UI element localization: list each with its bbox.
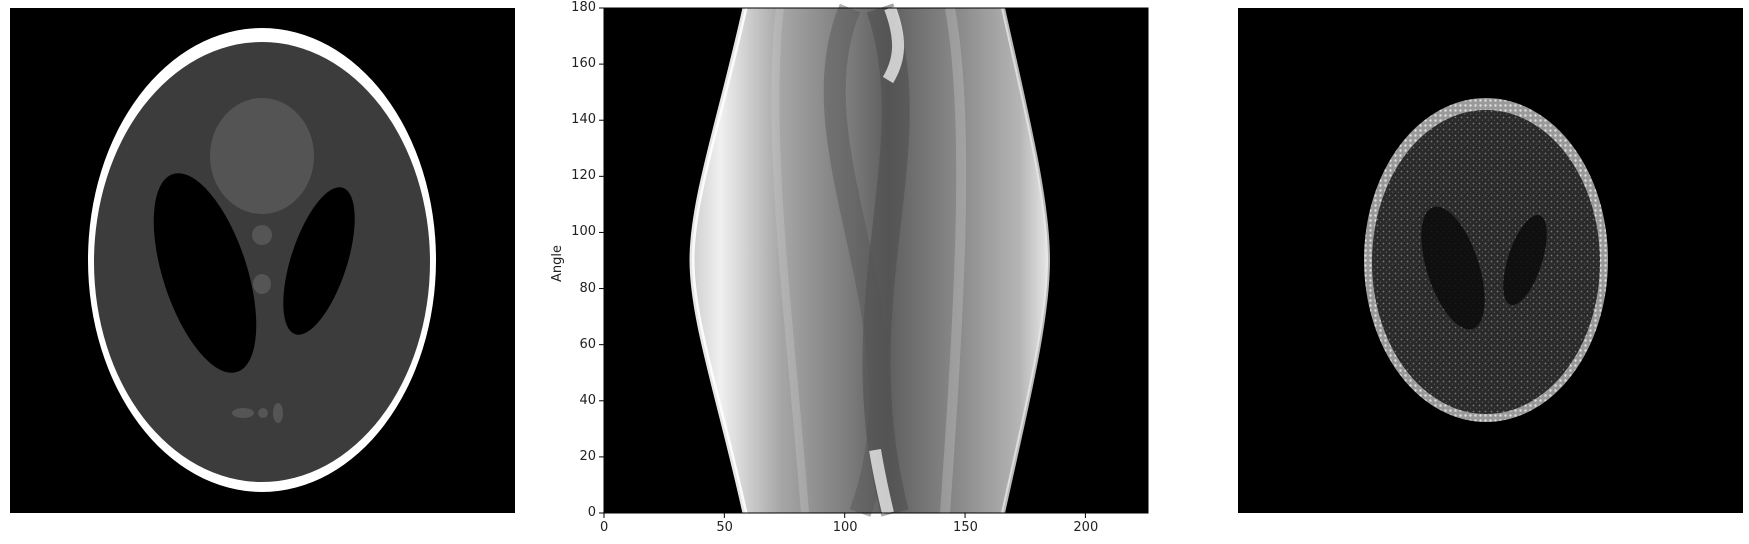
y-tick-label: 100	[571, 224, 596, 240]
phantom-image	[10, 8, 515, 513]
y-axis-label: Angle	[550, 245, 565, 282]
x-tick-label: 200	[1073, 520, 1099, 535]
y-ticks	[599, 7, 604, 514]
y-tick-label: 160	[571, 56, 596, 72]
sinogram-plot	[599, 3, 1149, 518]
y-tick-label: 180	[571, 0, 596, 15]
x-tick-label: 150	[953, 520, 978, 535]
sinogram-panel: 0 20 40 60 80 100 120 140 160 180 0 50 100 150 200 An…	[550, 0, 1150, 540]
y-tick-label: 40	[579, 392, 596, 408]
y-tick-label: 60	[579, 336, 596, 352]
phantom-panel	[10, 8, 515, 513]
x-tick-label: 0	[600, 520, 609, 535]
y-tick-label: 120	[571, 168, 596, 184]
x-ticks	[603, 513, 1086, 518]
x-tick-label: 100	[832, 520, 858, 535]
y-tick-label: 140	[571, 112, 596, 128]
y-tick-label: 80	[579, 280, 596, 296]
y-tick-label: 20	[579, 448, 596, 464]
reconstruction-image	[1238, 8, 1743, 513]
x-tick-label: 50	[716, 520, 733, 535]
y-tick-label: 0	[587, 505, 596, 520]
reconstruction-panel	[1238, 8, 1743, 513]
